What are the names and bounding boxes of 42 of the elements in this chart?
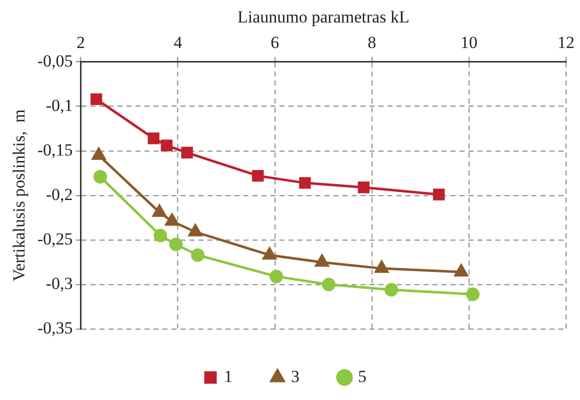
y-tick-label: -0,3 — [46, 274, 73, 293]
point — [92, 148, 106, 160]
point — [93, 170, 107, 184]
y-tick-label: -0,2 — [46, 184, 73, 204]
point — [90, 93, 102, 106]
point — [433, 188, 445, 200]
point — [262, 247, 276, 260]
point — [466, 288, 480, 302]
x-tick-label: 4 — [174, 33, 183, 52]
point — [169, 238, 183, 252]
point — [154, 228, 168, 242]
point — [454, 264, 468, 276]
point — [148, 132, 160, 144]
legend-label: 1 — [224, 366, 232, 386]
legend-label: 5 — [358, 366, 366, 386]
x-tick-label: 10 — [460, 33, 478, 52]
y-tick-label: -0,15 — [37, 140, 73, 160]
point — [315, 254, 329, 267]
x-tick-label: 2 — [76, 33, 86, 52]
point — [322, 278, 336, 292]
point — [165, 213, 179, 226]
x-axis-title: Liaunumo parametras kL — [237, 8, 410, 27]
y-tick-label: -0,25 — [37, 229, 73, 248]
point — [270, 270, 284, 284]
point — [152, 204, 166, 217]
y-tick-label: -0,35 — [37, 318, 73, 338]
point — [181, 146, 193, 158]
x-tick-label: 6 — [270, 33, 280, 52]
point — [299, 177, 311, 189]
point — [358, 182, 370, 194]
x-tick-label: 12 — [558, 33, 574, 52]
point — [252, 170, 264, 182]
point — [160, 140, 173, 152]
point — [190, 248, 204, 262]
y-axis-title: Vertikalusis poslinkis, m — [10, 109, 29, 282]
point — [374, 260, 389, 273]
y-tick-label: -0,1 — [46, 96, 73, 115]
legend-label: 3 — [291, 366, 300, 386]
x-tick-label: 8 — [368, 33, 376, 52]
y-tick-label: -0,05 — [37, 51, 73, 70]
point — [384, 283, 398, 297]
point — [188, 224, 202, 236]
